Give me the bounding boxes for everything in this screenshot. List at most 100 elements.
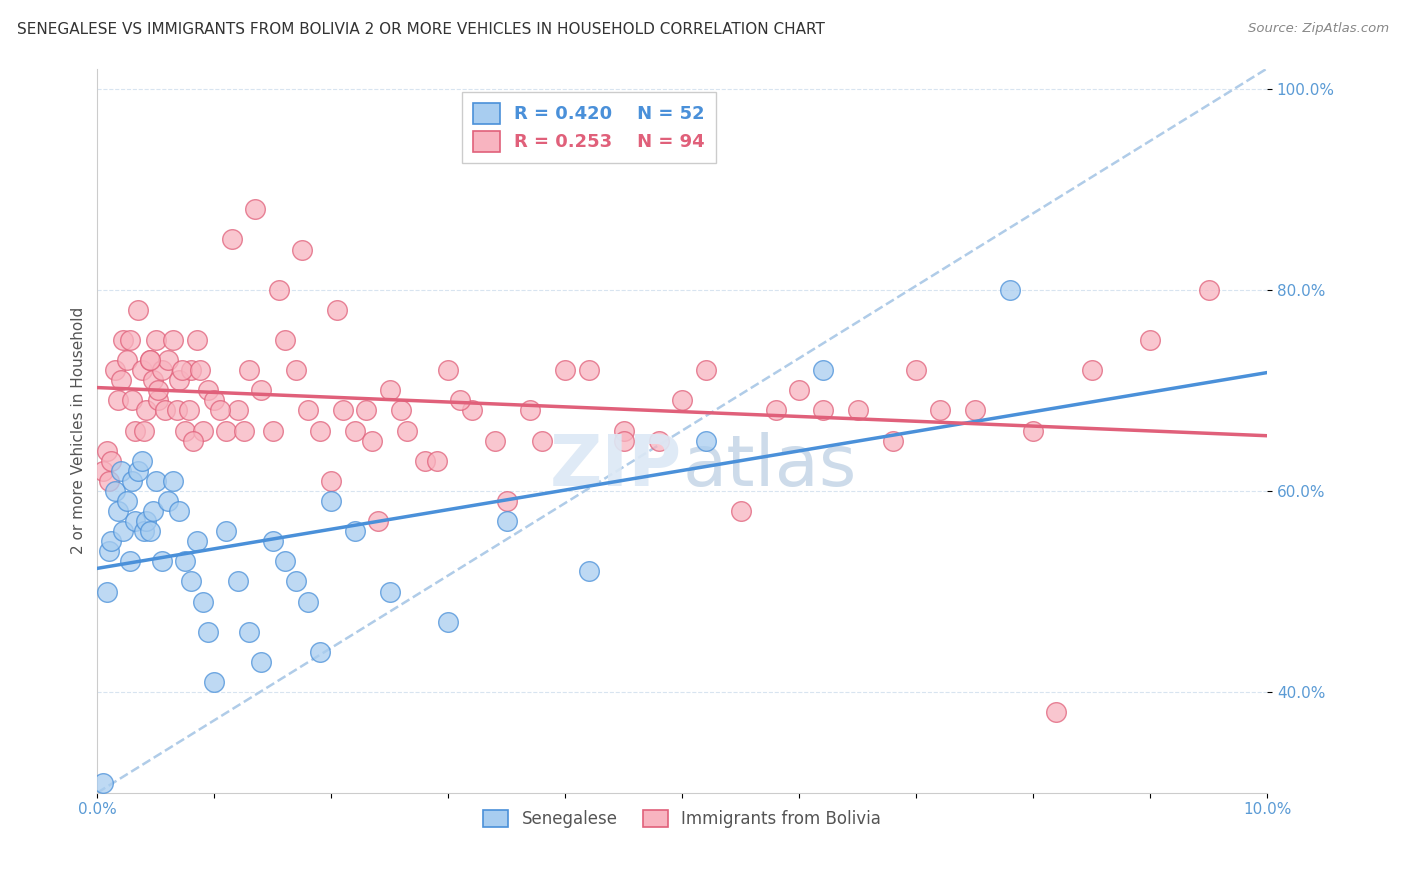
Point xyxy=(554,363,576,377)
Point xyxy=(267,283,290,297)
Point xyxy=(120,333,142,347)
Point xyxy=(112,333,135,347)
Point xyxy=(166,403,188,417)
Point xyxy=(180,363,202,377)
Point xyxy=(765,403,787,417)
Point xyxy=(308,645,330,659)
Point xyxy=(156,353,179,368)
Point xyxy=(460,403,482,417)
Point xyxy=(449,393,471,408)
Point xyxy=(127,464,149,478)
Point xyxy=(145,474,167,488)
Point xyxy=(110,464,132,478)
Point xyxy=(578,565,600,579)
Point xyxy=(578,363,600,377)
Point xyxy=(162,333,184,347)
Point xyxy=(648,434,671,448)
Point xyxy=(846,403,869,417)
Point xyxy=(156,494,179,508)
Point xyxy=(215,424,238,438)
Point xyxy=(297,403,319,417)
Point xyxy=(361,434,384,448)
Point xyxy=(174,554,197,568)
Point xyxy=(332,403,354,417)
Point xyxy=(191,594,214,608)
Point xyxy=(321,474,343,488)
Point xyxy=(124,424,146,438)
Point xyxy=(613,434,636,448)
Point xyxy=(121,393,143,408)
Point xyxy=(186,333,208,347)
Y-axis label: 2 or more Vehicles in Household: 2 or more Vehicles in Household xyxy=(72,307,86,554)
Point xyxy=(326,302,349,317)
Point xyxy=(188,363,211,377)
Point xyxy=(226,403,249,417)
Point xyxy=(153,403,176,417)
Point xyxy=(297,594,319,608)
Point xyxy=(110,373,132,387)
Point xyxy=(145,333,167,347)
Point xyxy=(96,443,118,458)
Point xyxy=(197,624,219,639)
Point xyxy=(121,474,143,488)
Point xyxy=(139,524,162,538)
Point xyxy=(695,434,717,448)
Point xyxy=(695,363,717,377)
Point xyxy=(134,424,156,438)
Point xyxy=(98,544,121,558)
Point xyxy=(495,514,517,528)
Point xyxy=(174,424,197,438)
Text: SENEGALESE VS IMMIGRANTS FROM BOLIVIA 2 OR MORE VEHICLES IN HOUSEHOLD CORRELATIO: SENEGALESE VS IMMIGRANTS FROM BOLIVIA 2 … xyxy=(17,22,825,37)
Point xyxy=(321,494,343,508)
Point xyxy=(177,403,200,417)
Point xyxy=(167,504,190,518)
Point xyxy=(202,393,225,408)
Point xyxy=(104,483,127,498)
Point xyxy=(998,283,1021,297)
Point xyxy=(285,574,308,589)
Point xyxy=(215,524,238,538)
Point xyxy=(963,403,986,417)
Point xyxy=(167,373,190,387)
Point xyxy=(356,403,378,417)
Point xyxy=(134,524,156,538)
Point xyxy=(112,524,135,538)
Point xyxy=(226,574,249,589)
Point xyxy=(124,514,146,528)
Point xyxy=(273,333,295,347)
Point xyxy=(367,514,389,528)
Legend: Senegalese, Immigrants from Bolivia: Senegalese, Immigrants from Bolivia xyxy=(477,804,887,835)
Point xyxy=(378,384,401,398)
Point xyxy=(146,384,169,398)
Point xyxy=(396,424,419,438)
Point xyxy=(787,384,810,398)
Point xyxy=(135,514,157,528)
Point xyxy=(425,454,447,468)
Point xyxy=(671,393,693,408)
Point xyxy=(202,675,225,690)
Point xyxy=(882,434,904,448)
Point xyxy=(170,363,193,377)
Point xyxy=(104,363,127,377)
Point xyxy=(142,373,165,387)
Point xyxy=(100,534,122,549)
Point xyxy=(928,403,950,417)
Point xyxy=(273,554,295,568)
Text: atlas: atlas xyxy=(682,433,856,501)
Point xyxy=(1022,424,1045,438)
Point xyxy=(437,363,460,377)
Point xyxy=(98,474,121,488)
Point xyxy=(139,353,162,368)
Point xyxy=(181,434,204,448)
Point xyxy=(262,424,284,438)
Point xyxy=(150,363,173,377)
Point xyxy=(107,393,129,408)
Point xyxy=(484,434,506,448)
Point xyxy=(1045,705,1067,719)
Point xyxy=(238,363,260,377)
Point xyxy=(197,384,219,398)
Point xyxy=(120,554,142,568)
Point xyxy=(530,434,553,448)
Point xyxy=(91,464,114,478)
Point xyxy=(221,232,243,246)
